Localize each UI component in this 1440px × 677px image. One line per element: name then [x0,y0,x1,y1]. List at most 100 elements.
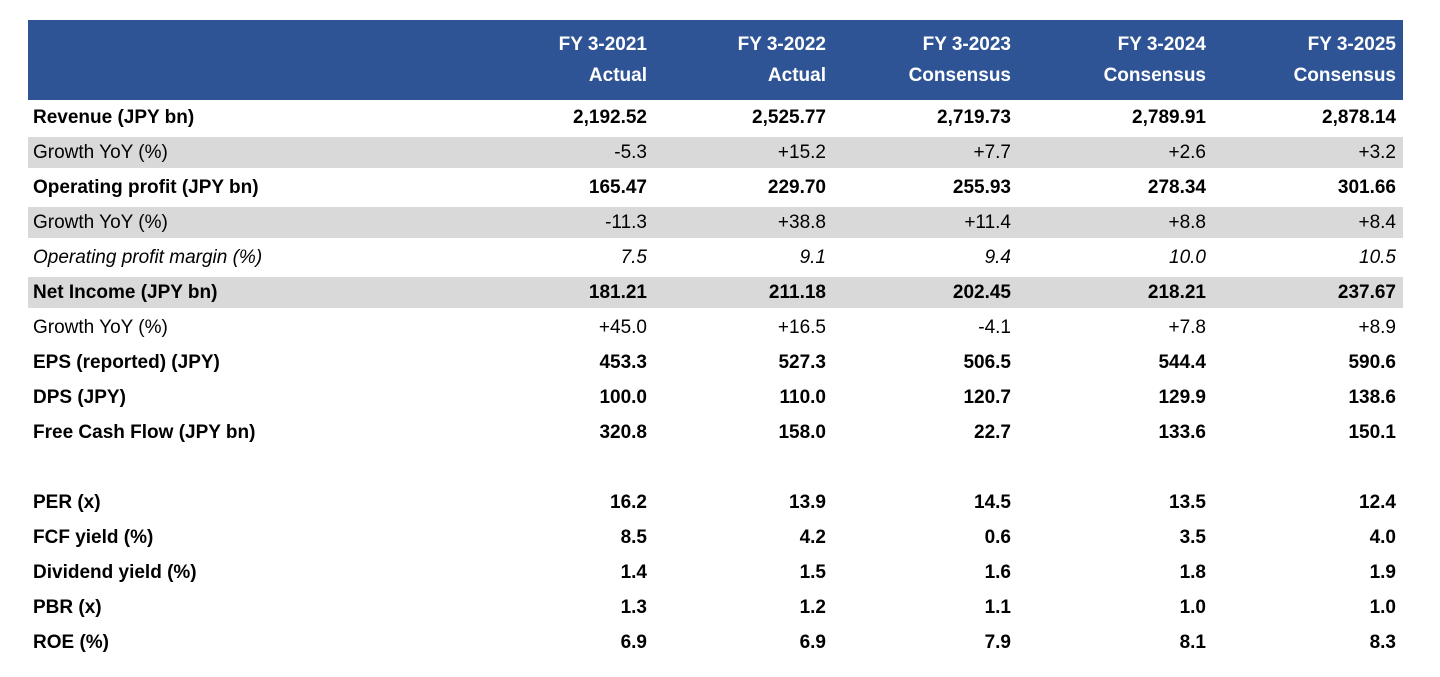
cell-value: 138.6 [1348,386,1396,408]
cell-value: 2,192.52 [573,106,647,128]
cell-value: 4.0 [1369,526,1396,548]
cell-value: 8.5 [620,526,647,548]
column-period: FY 3-2025 [1307,34,1396,55]
cell-value: 1.8 [1179,561,1206,583]
column-type: Actual [588,65,647,86]
table-row: Growth YoY (%) +45.0 +16.5 -4.1 +7.8 +8.9 [28,310,1403,345]
cell-value: +45.0 [598,316,647,338]
table-header: FY 3-2021 Actual FY 3-2022 Actual FY 3-2… [28,20,1403,100]
row-label: PBR (x) [33,596,102,618]
cell-value: 1.2 [799,596,826,618]
row-label: Operating profit (JPY bn) [33,176,259,198]
row-label: Growth YoY (%) [33,141,168,163]
cell-value: 2,719.73 [937,106,1011,128]
table-row: Dividend yield (%) 1.4 1.5 1.6 1.8 1.9 [28,555,1403,590]
cell-value: 1.0 [1369,596,1396,618]
cell-value: 3.5 [1179,526,1206,548]
column-type: Actual [767,65,826,86]
cell-value: 4.2 [799,526,826,548]
cell-value: 301.66 [1337,176,1396,198]
cell-value: +38.8 [777,211,826,233]
cell-value: 12.4 [1359,491,1396,513]
table-body: Revenue (JPY bn) 2,192.52 2,525.77 2,719.73… [28,100,1403,660]
cell-value: 2,878.14 [1322,106,1396,128]
cell-value: 22.7 [974,421,1011,443]
table-row: DPS (JPY) 100.0 110.0 120.7 129.9 138.6 [28,380,1403,415]
table-row: Growth YoY (%) -11.3 +38.8 +11.4 +8.8 +8.4 [28,205,1403,240]
cell-value: 7.9 [984,631,1011,653]
row-label: Operating profit margin (%) [33,246,263,268]
column-type: Consensus [1293,65,1396,86]
cell-value: 590.6 [1348,351,1396,373]
table-row: Revenue (JPY bn) 2,192.52 2,525.77 2,719.73… [28,100,1403,135]
cell-value: 9.4 [984,246,1011,268]
cell-value: 1.6 [984,561,1011,583]
cell-value: 8.3 [1369,631,1396,653]
column-period: FY 3-2022 [737,34,826,55]
row-label: Growth YoY (%) [33,211,168,233]
table-row: ROE (%) 6.9 6.9 7.9 8.1 8.3 [28,625,1403,660]
row-label: ROE (%) [33,631,109,653]
cell-value: +7.8 [1168,316,1206,338]
row-label: Free Cash Flow (JPY bn) [33,421,256,443]
row-label: Growth YoY (%) [33,316,168,338]
cell-value: 229.70 [767,176,826,198]
table-row: Operating profit (JPY bn) 165.47 229.70 255… [28,170,1403,205]
cell-value: 100.0 [599,386,647,408]
cell-value: 13.9 [789,491,826,513]
spacer-row [28,450,1403,485]
row-label: DPS (JPY) [33,386,126,408]
cell-value: 1.3 [620,596,647,618]
cell-value: -4.1 [978,316,1011,338]
cell-value: 120.7 [963,386,1011,408]
cell-value: 165.47 [588,176,647,198]
row-label: Revenue (JPY bn) [33,106,195,128]
cell-value: 150.1 [1348,421,1396,443]
table-row: PER (x) 16.2 13.9 14.5 13.5 12.4 [28,485,1403,520]
cell-value: -5.3 [614,141,647,163]
cell-value: 129.9 [1158,386,1206,408]
cell-value: 10.0 [1169,246,1206,268]
cell-value: +2.6 [1168,141,1206,163]
cell-value: 133.6 [1158,421,1206,443]
column-period: FY 3-2023 [922,34,1011,55]
cell-value: +11.4 [964,211,1011,233]
cell-value: 1.9 [1369,561,1396,583]
cell-value: 10.5 [1359,246,1396,268]
table-row: Growth YoY (%) -5.3 +15.2 +7.7 +2.6 +3.2 [28,135,1403,170]
cell-value: 14.5 [974,491,1011,513]
column-header: FY 3-2023 Consensus [833,29,1018,91]
cell-value: 181.21 [588,281,647,303]
column-type: Consensus [908,65,1011,86]
column-header: FY 3-2022 Actual [654,29,833,91]
column-type: Consensus [1103,65,1206,86]
cell-value: 8.1 [1179,631,1206,653]
cell-value: 110.0 [779,386,827,408]
table-row: EPS (reported) (JPY) 453.3 527.3 506.5 544.4… [28,345,1403,380]
cell-value: +8.8 [1168,211,1206,233]
cell-value: +3.2 [1358,141,1396,163]
cell-value: 13.5 [1169,491,1206,513]
cell-value: 527.3 [778,351,826,373]
cell-value: 1.1 [984,596,1011,618]
table-row: FCF yield (%) 8.5 4.2 0.6 3.5 4.0 [28,520,1403,555]
table-row: Operating profit margin (%) 7.5 9.1 9.4 10.0… [28,240,1403,275]
row-label: Dividend yield (%) [33,561,197,583]
column-header: FY 3-2025 Consensus [1213,29,1403,91]
table-row: Free Cash Flow (JPY bn) 320.8 158.0 22.7 133… [28,415,1403,450]
cell-value: 1.4 [620,561,647,583]
cell-value: 237.67 [1337,281,1396,303]
cell-value: 16.2 [610,491,647,513]
row-label: FCF yield (%) [33,526,154,548]
table-row: PBR (x) 1.3 1.2 1.1 1.0 1.0 [28,590,1403,625]
cell-value: 211.18 [768,281,826,303]
cell-value: +15.2 [777,141,826,163]
cell-value: 9.1 [799,246,826,268]
column-header: FY 3-2021 Actual [454,29,654,91]
cell-value: 6.9 [799,631,826,653]
cell-value: 506.5 [963,351,1011,373]
row-label: EPS (reported) (JPY) [33,351,220,373]
cell-value: 2,789.91 [1132,106,1206,128]
cell-value: 6.9 [620,631,647,653]
